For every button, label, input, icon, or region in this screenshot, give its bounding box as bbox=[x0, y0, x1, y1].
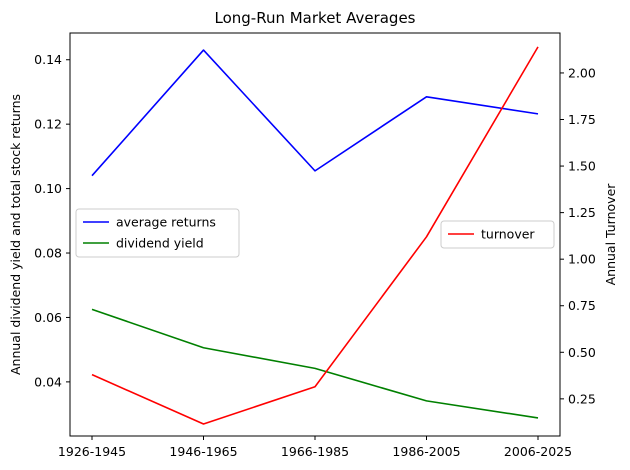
x-tick-label-2: 1966-1985 bbox=[281, 444, 349, 459]
y-axis-right-label: Annual Turnover bbox=[603, 183, 618, 286]
chart-title: Long-Run Market Averages bbox=[215, 9, 416, 27]
y-left-tick-label-1: 0.06 bbox=[34, 310, 62, 325]
legend-label-dividend-yield: dividend yield bbox=[116, 236, 204, 251]
y-right-tick-label-0: 0.25 bbox=[568, 391, 596, 406]
y-axis-left-label: Annual dividend yield and total stock re… bbox=[8, 94, 23, 375]
y-right-tick-label-6: 1.75 bbox=[568, 112, 596, 127]
y-left-tick-label-0: 0.04 bbox=[34, 374, 62, 389]
y-right-tick-label-3: 1.00 bbox=[568, 252, 596, 267]
legend-right: turnover bbox=[440, 220, 555, 249]
y-right-tick-label-4: 1.25 bbox=[568, 205, 596, 220]
y-left-tick-label-3: 0.10 bbox=[34, 181, 62, 196]
y-left-tick-label-2: 0.08 bbox=[34, 246, 62, 261]
y-left-tick-label-5: 0.14 bbox=[34, 52, 62, 67]
y-right-tick-label-5: 1.50 bbox=[568, 159, 596, 174]
y-axis-right: 0.25 0.50 0.75 1.00 1.25 1.50 1.75 2.00 bbox=[560, 65, 596, 406]
x-tick-label-0: 1926-1945 bbox=[58, 444, 126, 459]
x-tick-label-4: 2006-2025 bbox=[504, 444, 572, 459]
legend-label-turnover: turnover bbox=[481, 227, 535, 242]
y-right-tick-label-7: 2.00 bbox=[568, 65, 596, 80]
legend-label-average-returns: average returns bbox=[116, 215, 216, 230]
y-left-tick-label-4: 0.12 bbox=[34, 117, 62, 132]
legend-left-frame bbox=[75, 208, 240, 258]
series-layer bbox=[91, 46, 539, 425]
legend-right-frame bbox=[440, 220, 555, 249]
legend-left: average returns dividend yield bbox=[75, 208, 240, 258]
x-axis: 1926-1945 1946-1965 1966-1985 1986-2005 2006… bbox=[58, 436, 572, 459]
x-tick-label-1: 1946-1965 bbox=[169, 444, 237, 459]
y-right-tick-label-1: 0.50 bbox=[568, 345, 596, 360]
x-tick-label-3: 1986-2005 bbox=[392, 444, 460, 459]
y-axis-left: 0.04 0.06 0.08 0.10 0.12 0.14 bbox=[34, 52, 70, 389]
y-right-tick-label-2: 0.75 bbox=[568, 298, 596, 313]
